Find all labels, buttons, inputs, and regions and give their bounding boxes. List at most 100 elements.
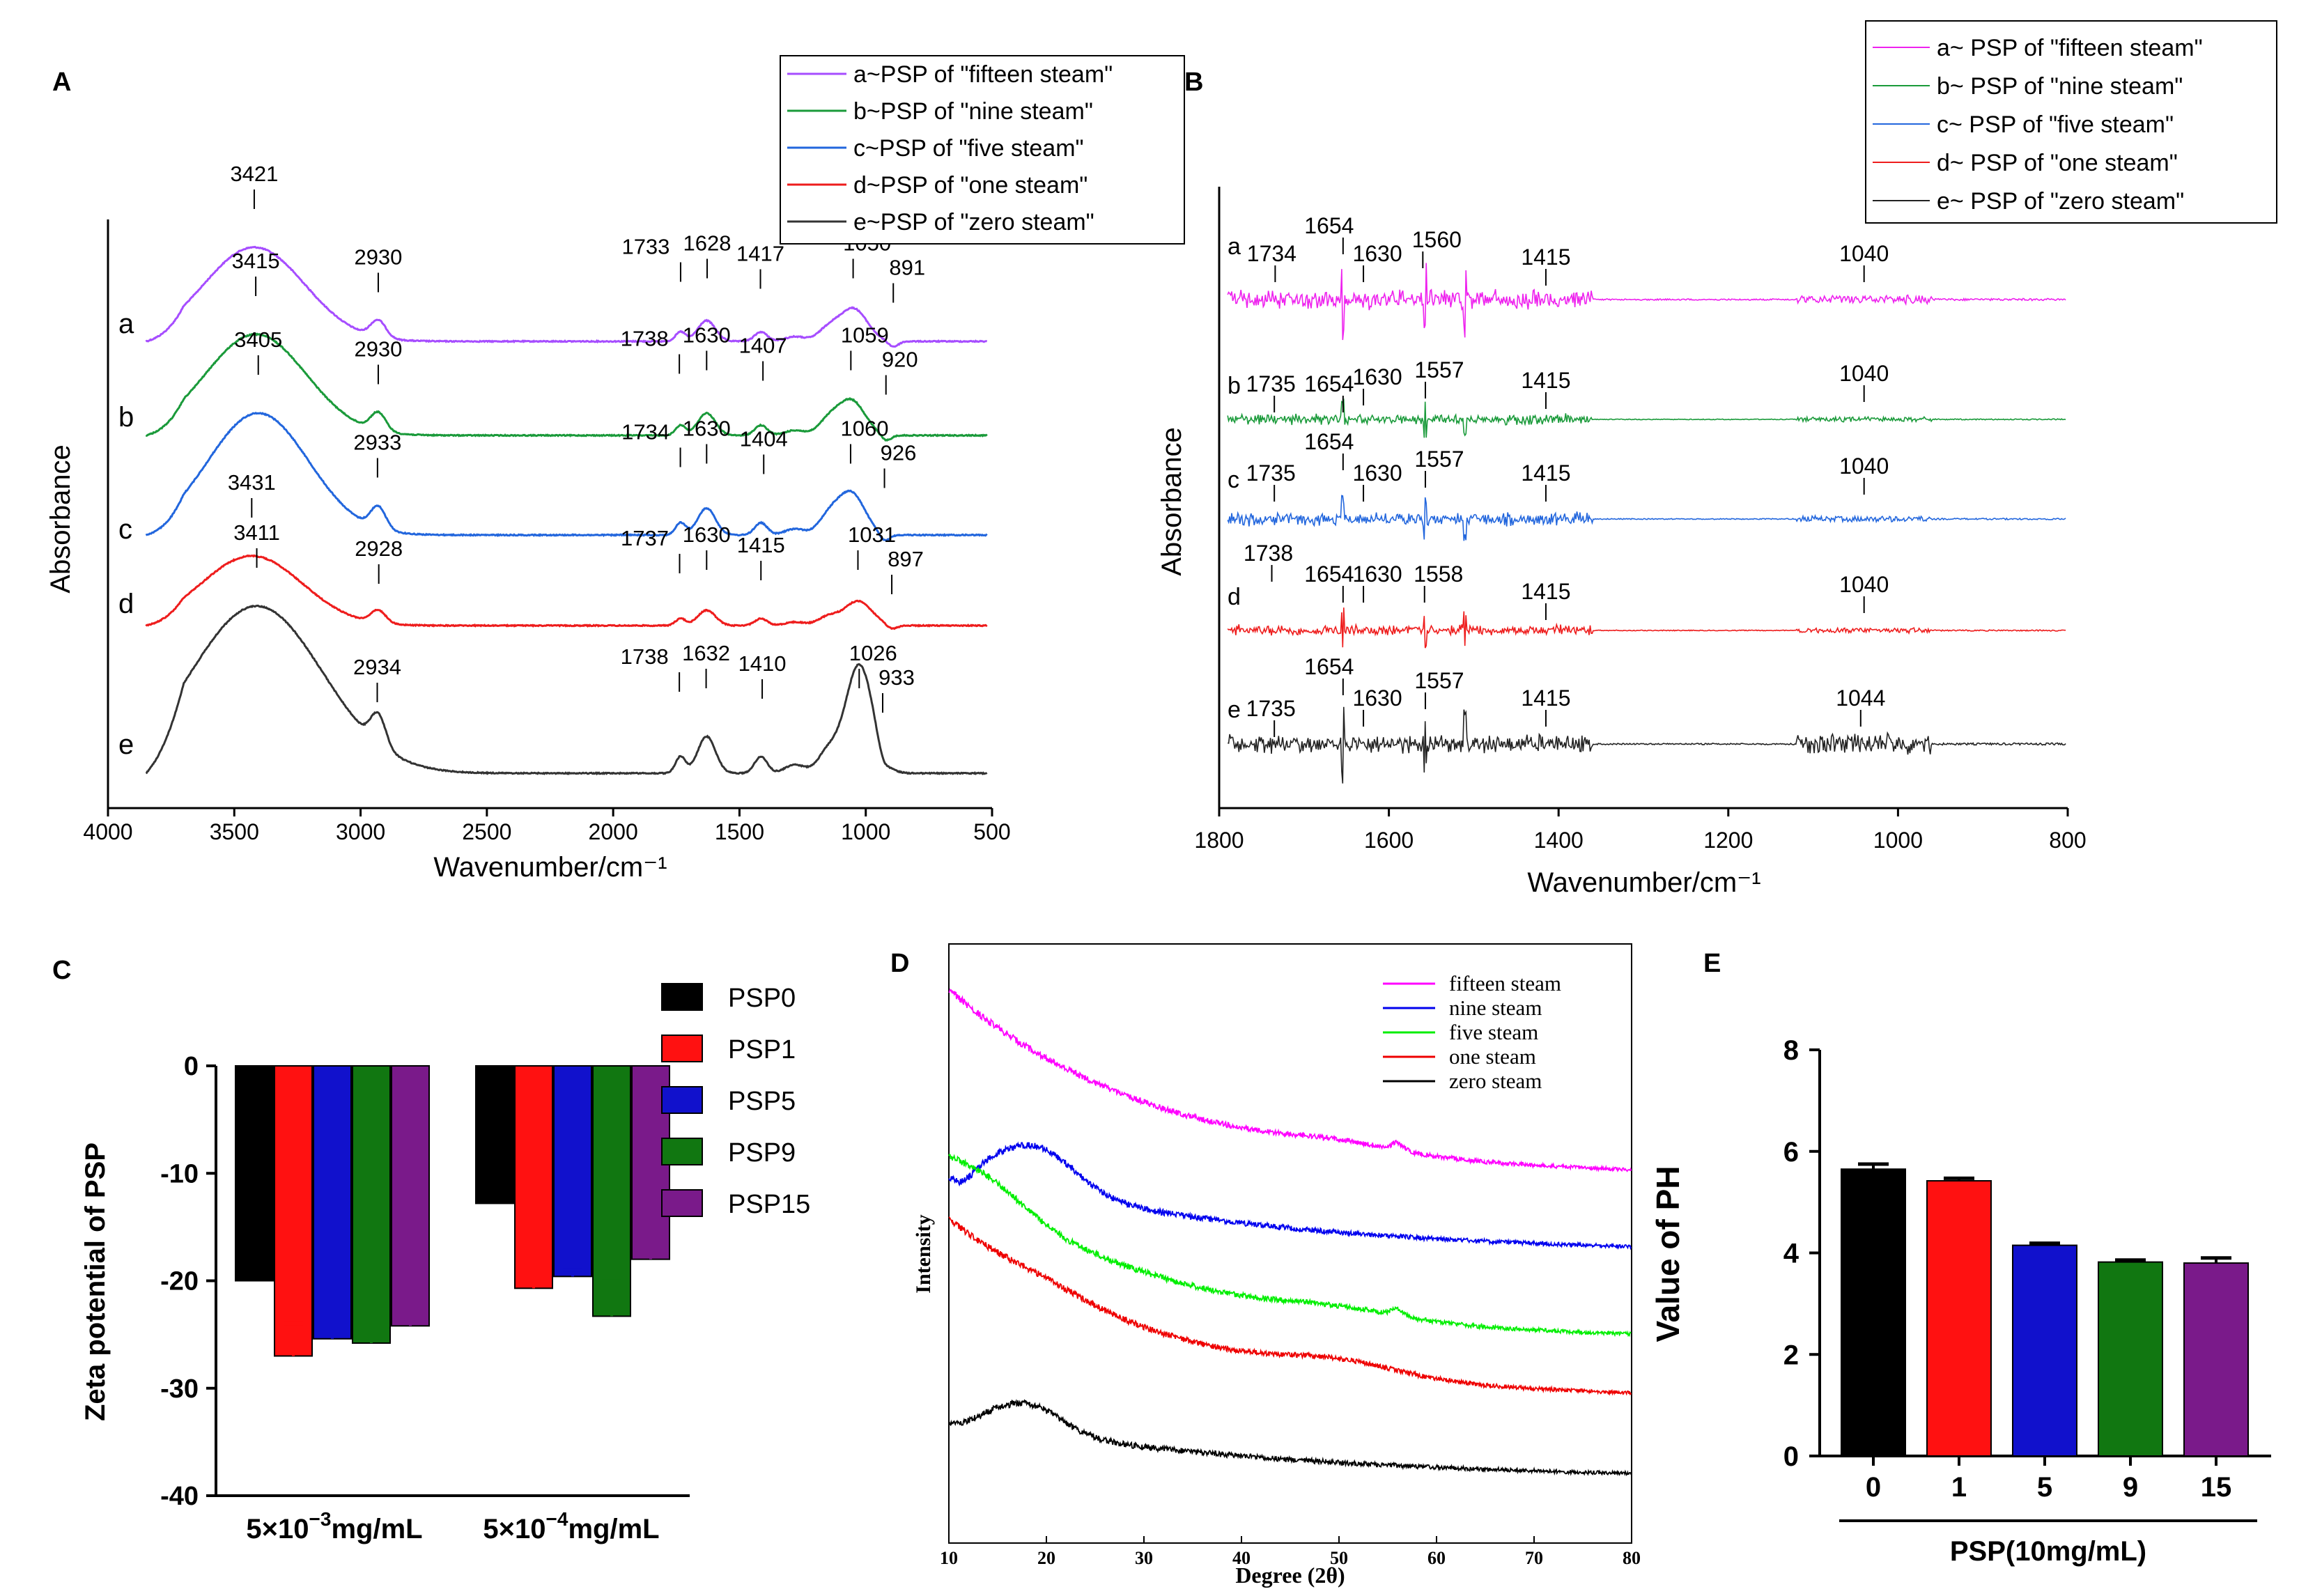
panel-b-tick-label: 1400 xyxy=(1534,828,1584,853)
panel-c-legend: PSP0 PSP1 PSP5 PSP9 PSP15 xyxy=(661,983,810,1219)
panel-b-peak-label: 1738 xyxy=(1244,541,1293,566)
panel-b-series-letter: a xyxy=(1228,233,1241,260)
panel-c-zeta-chart: Zeta potential of PSP 0 -10 -20 -30 -40 5×10… xyxy=(80,983,810,1544)
panel-d-tick-label: 50 xyxy=(1330,1548,1348,1568)
panel-c-legend-label: PSP9 xyxy=(728,1138,796,1168)
panel-a-peak-label: 1059 xyxy=(841,323,889,348)
panel-b-legend-label: a~ PSP of "fifteen steam" xyxy=(1937,35,2203,61)
panel-a-peak-label: 1060 xyxy=(840,417,888,441)
panel-c-tick-label: -20 xyxy=(160,1267,199,1296)
panel-e-y-label: Value of PH xyxy=(1650,1165,1686,1342)
panel-e-x-label: PSP(10mg/mL) xyxy=(1950,1536,2146,1567)
panel-c-tick-label: 0 xyxy=(184,1052,199,1081)
panel-c-bar-PSP5 xyxy=(313,1065,352,1340)
panel-b-peak-label: 1735 xyxy=(1246,696,1296,721)
panel-b-peak-label: 1654 xyxy=(1304,213,1354,238)
panel-e-bar xyxy=(1926,1180,1992,1457)
panel-a-peak-label: 1628 xyxy=(683,231,732,256)
panel-b-legend-box xyxy=(1865,20,2277,224)
panel-a-series-letter: d xyxy=(118,589,134,619)
panel-a-x-ticks: 4000 3500 3000 2500 2000 1500 1000 500 xyxy=(83,808,1011,844)
panel-a-series-letter: b xyxy=(118,402,134,433)
panel-a-peak-label: 2933 xyxy=(353,431,401,455)
panel-b-peak-label: 1415 xyxy=(1521,579,1570,604)
panel-d-legend-label: one steam xyxy=(1449,1044,1536,1069)
panel-b-peak-label: 1557 xyxy=(1414,447,1464,472)
panel-a-peak-label: 1630 xyxy=(683,417,731,441)
panel-d-legend-label: five steam xyxy=(1449,1020,1538,1044)
panel-b-peak-label: 1630 xyxy=(1352,364,1402,389)
panel-a-peak-label: 1404 xyxy=(740,427,788,451)
panel-a-peak-label: 1415 xyxy=(737,533,785,557)
panel-d-tick-label: 10 xyxy=(940,1548,958,1568)
panel-a-legend-box xyxy=(780,55,1185,245)
panel-d-frame xyxy=(948,943,1632,1544)
panel-b-peak-label: 1735 xyxy=(1246,371,1296,396)
panel-a-peak-label: 1738 xyxy=(621,644,669,669)
panel-b-peak-label: 1040 xyxy=(1839,572,1889,597)
panel-b-peak-label: 1735 xyxy=(1246,460,1296,486)
panel-e-bars: 0 1 5 9 15 xyxy=(1841,1162,2249,1503)
panel-a-peak-label: 1630 xyxy=(683,323,731,348)
panel-b-curves xyxy=(1227,263,2066,784)
panel-b-peak-label: 1630 xyxy=(1352,685,1402,711)
panel-e-category-label: 1 xyxy=(1951,1472,1967,1503)
panel-c-category-label: 5×10−4mg/mL xyxy=(483,1508,659,1544)
panel-e-bar xyxy=(2098,1261,2163,1457)
panel-a-peak-label: 1630 xyxy=(683,522,731,547)
panel-d-tick-label: 80 xyxy=(1623,1548,1641,1568)
panel-a-peak-label: 1734 xyxy=(621,420,669,444)
panel-c-legend-label: PSP5 xyxy=(728,1087,796,1116)
panel-a-curve-c xyxy=(145,412,988,542)
panel-b-x-label: Wavenumber/cm⁻¹ xyxy=(1527,867,1760,898)
panel-d-curve-five-steam xyxy=(948,1154,1632,1338)
panel-a-series-letters: a b c d e xyxy=(118,309,134,760)
panel-a-peak-label: 1031 xyxy=(848,522,896,547)
panel-label-c: C xyxy=(52,956,71,985)
panel-a-peak-label: 3431 xyxy=(228,470,276,495)
panel-d-tick-label: 20 xyxy=(1037,1548,1055,1568)
panel-a-peak-label: 3405 xyxy=(234,327,282,352)
panel-b-peak-label: 1630 xyxy=(1352,460,1402,486)
panel-label-e: E xyxy=(1703,949,1721,978)
panel-a-peak-label: 926 xyxy=(881,441,917,465)
panel-c-bar-PSP0 xyxy=(475,1065,514,1204)
panel-b-series-letter: b xyxy=(1228,373,1241,399)
panel-d-x-label: Degree (2θ) xyxy=(1235,1563,1345,1588)
panel-b-peak-label: 1415 xyxy=(1521,685,1570,711)
panel-d-legend-label: fifteen steam xyxy=(1449,971,1561,995)
panel-a-tick-label: 3500 xyxy=(210,819,259,844)
panel-e-bar xyxy=(1841,1168,1906,1457)
panel-b-peak-label: 1630 xyxy=(1352,561,1402,587)
panel-b-curve-d xyxy=(1227,607,2066,649)
panel-a-peak-label: 2934 xyxy=(353,655,401,679)
panel-c-bars xyxy=(235,1065,670,1357)
panel-b-peak-label: 1415 xyxy=(1521,368,1570,393)
panel-e-tick-label: 0 xyxy=(1783,1441,1799,1472)
panel-a-curve-b xyxy=(145,332,988,442)
panel-d-curve-zero-steam xyxy=(948,1399,1632,1476)
panel-c-y-label: Zeta potential of PSP xyxy=(80,1142,111,1421)
panel-a-legend: a~PSP of "fifteen steam" b~PSP of "nine s… xyxy=(780,55,1185,245)
panel-b-y-label: Absorbance xyxy=(1156,427,1187,575)
panel-c-legend-swatch xyxy=(661,1035,703,1062)
panel-b-legend-label: e~ PSP of "zero steam" xyxy=(1937,188,2184,215)
panel-d-tick-label: 70 xyxy=(1525,1548,1543,1568)
panel-a-peak-label: 2930 xyxy=(354,337,402,362)
panel-b-curve-b xyxy=(1227,398,2066,438)
panel-b-curve-e xyxy=(1227,706,2066,784)
panel-e-category-label: 15 xyxy=(2201,1472,2232,1503)
panel-a-peak-label: 891 xyxy=(889,256,925,280)
panel-a-peak-label: 1632 xyxy=(682,641,730,665)
panel-b-legend: a~ PSP of "fifteen steam" b~ PSP of "nine… xyxy=(1865,20,2277,224)
panel-b-peak-label: 1654 xyxy=(1304,429,1354,454)
panel-label-b: B xyxy=(1184,68,1203,97)
panel-b-ftir-derivative-chart: Wavenumber/cm⁻¹ Absorbance 1800 1600 1400 1… xyxy=(1156,20,2277,898)
panel-a-curve-d xyxy=(145,554,988,630)
panel-e-category-label: 0 xyxy=(1866,1472,1881,1503)
panel-c-legend-label: PSP0 xyxy=(728,984,796,1013)
panel-e-tick-label: 8 xyxy=(1783,1035,1799,1066)
